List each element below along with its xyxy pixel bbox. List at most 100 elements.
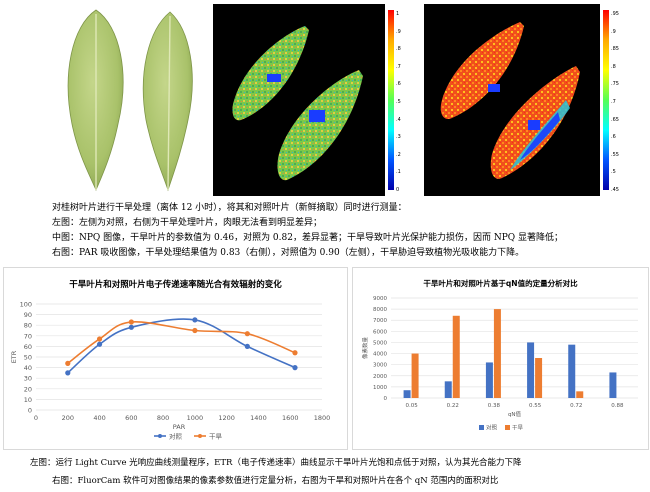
data-point [292, 350, 298, 356]
y-tick-label: 30 [24, 375, 32, 383]
npq-drought-leaf [277, 70, 363, 181]
npq-control-leaf [232, 26, 309, 121]
qn-chart: 干旱叶片和对照叶片基于qN值的定量分析对比 0 1000 2000 3000 4000 5… [352, 267, 649, 450]
legend-label: 干旱 [209, 433, 223, 441]
x-tick-label: 1600 [282, 414, 299, 422]
y-axis-label: 像素数量 [361, 337, 369, 360]
y-tick-label: 5000 [373, 340, 387, 346]
x-tick-label: 1200 [218, 414, 235, 422]
colorbar-tick: .6 [396, 81, 401, 88]
par-image [424, 4, 600, 196]
y-tick-label: 0 [28, 407, 32, 415]
data-point [65, 360, 71, 366]
caption-line-4: 右图：PAR 吸收图像，干旱处理结果值为 0.83（右侧），对照值为 0.90（… [52, 248, 525, 258]
leaf-photo [52, 4, 204, 196]
colorbar-tick: .5 [611, 169, 616, 176]
bar-control [403, 390, 411, 398]
y-tick-label: 70 [24, 332, 32, 340]
x-tick-label: 0 [34, 414, 38, 422]
legend-label: 对照 [486, 424, 498, 432]
series-line-control [67, 318, 296, 374]
colorbar-tick: .7 [611, 98, 616, 105]
y-tick-label: 100 [20, 301, 32, 309]
footer-line-1: 左图：运行 Light Curve 光响应曲线测量程序，ETR（电子传递速率）曲… [30, 458, 522, 468]
colorbar-tick: .85 [611, 46, 619, 53]
npq-image [213, 4, 385, 196]
colorbar-tick: .5 [396, 98, 401, 105]
bar-control [568, 344, 576, 398]
par-colorbar: .95 .9 .85 .8 .75 .7 .65 .6 .55 .5 .45 [601, 4, 627, 196]
y-tick-label: 60 [24, 343, 32, 351]
y-tick-label: 40 [24, 364, 32, 372]
bar-drought [576, 391, 584, 398]
x-tick-label: 400 [93, 414, 105, 422]
x-tick-label: 0.72 [570, 403, 582, 409]
footer-line-2: 右图：FluorCam 软件可对图像结果的像素参数值进行定量分析，右图为干旱和对… [52, 476, 499, 486]
data-point [192, 317, 198, 323]
colorbar-tick: 1 [396, 11, 400, 17]
y-tick-label: 3000 [373, 363, 387, 369]
x-tick-label: 1400 [250, 414, 267, 422]
y-tick-label: 4000 [373, 352, 387, 358]
bar-drought [411, 353, 419, 398]
y-axis-label: ETR [10, 350, 18, 363]
colorbar-tick: .1 [396, 169, 401, 176]
qn-chart-title: 干旱叶片和对照叶片基于qN值的定量分析对比 [423, 279, 578, 288]
x-tick-label: 0.88 [611, 403, 624, 409]
x-tick-label: 0.05 [405, 403, 418, 409]
colorbar-tick: .9 [611, 28, 616, 35]
data-point [96, 336, 103, 342]
x-tick-label: 0.55 [529, 403, 542, 409]
legend-marker [198, 434, 202, 438]
x-tick-label: 600 [125, 414, 137, 422]
colorbar-tick: .6 [611, 134, 616, 141]
data-point [244, 343, 250, 349]
y-tick-label: 80 [24, 322, 32, 330]
etr-chart: 干旱叶片和对照叶片电子传递速率随光合有效辐射的变化 0 10 20 30 40 50 60 7… [3, 267, 348, 450]
caption-line-3: 中图：NPQ 图像，干旱叶片的参数值为 0.46，对照为 0.82，差异显著；干… [52, 233, 564, 243]
y-tick-label: 7000 [373, 318, 387, 324]
caption-line-2: 左图：左侧为对照，右侧为干旱处理叶片，肉眼无法看到明显差异； [52, 218, 323, 228]
x-axis-label: PAR [173, 423, 186, 431]
x-tick-label: 0.22 [447, 403, 459, 409]
colorbar-tick: .8 [396, 46, 401, 53]
bar-control [527, 342, 535, 398]
colorbar-tick: .75 [611, 81, 619, 88]
x-axis-label: qN值 [508, 410, 522, 418]
data-point [292, 365, 298, 371]
y-tick-label: 9000 [373, 296, 387, 302]
legend-marker [158, 434, 162, 438]
bar-control [609, 372, 617, 398]
colorbar-tick: 0 [396, 186, 400, 193]
caption-line-1: 对桂树叶片进行干旱处理（离体 12 小时），将其和对照叶片（新鲜摘取）同时进行测… [52, 203, 407, 213]
bar-drought [493, 309, 501, 398]
par-control-leaf [440, 22, 524, 120]
qn-chart-plot: 0 1000 2000 3000 4000 5000 6000 7000 8000 9000 0.0… [361, 296, 638, 432]
colorbar-tick: .2 [396, 151, 401, 158]
npq-colorbar: 1 .9 .8 .7 .6 .5 .4 .3 .2 .1 0 [386, 4, 412, 196]
colorbar-tick: .65 [611, 116, 619, 123]
y-tick-label: 8000 [373, 307, 387, 313]
x-tick-label: 0.38 [488, 403, 501, 409]
legend-swatch [479, 425, 484, 430]
data-point [65, 370, 71, 376]
x-tick-label: 200 [62, 414, 74, 422]
y-tick-label: 1000 [373, 385, 387, 391]
data-point [128, 324, 134, 330]
y-tick-label: 6000 [373, 329, 387, 335]
colorbar-tick: .8 [611, 63, 616, 70]
etr-chart-title: 干旱叶片和对照叶片电子传递速率随光合有效辐射的变化 [69, 280, 282, 290]
bar-drought [535, 358, 543, 398]
y-tick-label: 50 [24, 354, 32, 362]
legend-label: 干旱 [512, 425, 524, 432]
legend-label: 对照 [169, 432, 183, 441]
y-tick-label: 90 [24, 311, 32, 319]
colorbar-tick: .9 [396, 28, 401, 35]
data-point [244, 331, 250, 337]
x-tick-label: 1800 [314, 414, 331, 422]
x-tick-label: 800 [157, 414, 169, 422]
colorbar-tick: .3 [396, 134, 401, 141]
colorbar-tick: .55 [611, 151, 619, 158]
data-point [96, 341, 103, 347]
